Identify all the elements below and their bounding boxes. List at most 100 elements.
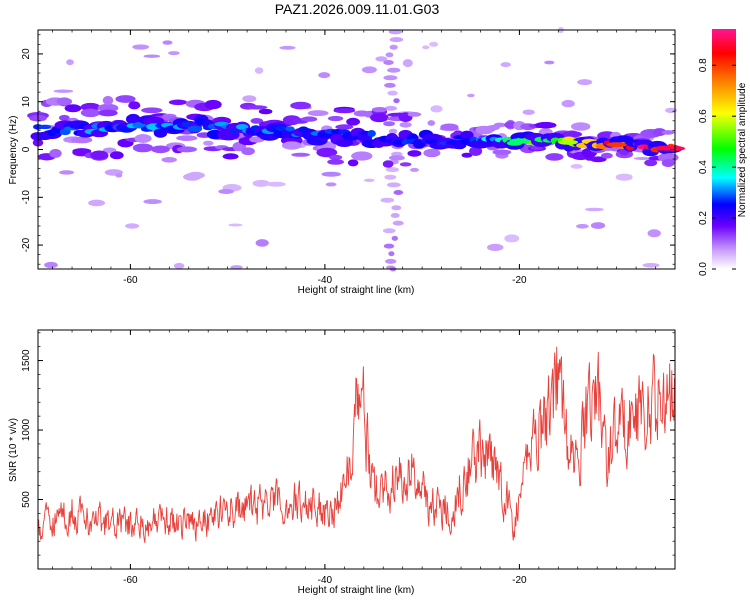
- spectrogram-ridge-core: [186, 125, 203, 132]
- figure-title: PAZ1.2026.009.11.01.G03: [275, 1, 440, 17]
- spectrogram-streak: [385, 258, 397, 264]
- spectrogram-halo: [204, 99, 222, 110]
- spectrogram-speckle: [255, 239, 269, 247]
- spectrogram-streak: [380, 197, 395, 203]
- spectrogram-halo: [132, 143, 154, 153]
- spectrogram-halo: [347, 159, 359, 167]
- snr-x-ticks: -60 -40 -20: [52, 330, 676, 586]
- spectrogram-halo: [90, 150, 109, 160]
- spectrogram-x-ticks: -60 -40 -20: [52, 30, 676, 286]
- y-tick-label: 500: [21, 491, 32, 508]
- y-tick-label: 0: [21, 146, 32, 152]
- spectrogram-halo: [440, 123, 459, 131]
- spectrogram-halo: [327, 115, 344, 122]
- spectrogram-speckle: [266, 181, 286, 187]
- spectrogram-speckle: [230, 265, 243, 270]
- spectrogram-speckle: [183, 173, 202, 181]
- spectrogram-ridge-core: [38, 124, 52, 130]
- spectrogram-speckle: [66, 59, 74, 66]
- y-tick-label: 10: [21, 96, 32, 108]
- spectrogram-speckle: [115, 173, 123, 178]
- spectrogram-speckle: [500, 62, 511, 68]
- spectrogram-streak: [388, 128, 398, 134]
- y-tick-label: 1500: [21, 349, 32, 372]
- spectrogram-halo: [316, 147, 338, 158]
- spectrogram-speckle: [577, 79, 593, 86]
- spectrogram-halo: [151, 145, 170, 154]
- colorbar-tick-label: 0.6: [698, 109, 709, 123]
- spectrogram-streak: [389, 37, 404, 43]
- x-tick-label: -20: [512, 575, 527, 586]
- spectrogram-halo: [128, 101, 141, 110]
- spectrogram-halo: [115, 95, 136, 103]
- colorbar-gradient: [712, 29, 736, 269]
- spectrogram-halo: [301, 116, 318, 122]
- spectrogram-speckle: [561, 99, 575, 108]
- spectrogram-halo: [80, 102, 101, 112]
- spectrogram-halo: [407, 150, 422, 157]
- spectrogram-speckle: [162, 40, 173, 45]
- spectrogram-halo: [246, 105, 268, 110]
- snr-line: [37, 346, 675, 543]
- spectrogram-speckle: [203, 140, 214, 146]
- spectrogram-speckle: [132, 44, 150, 50]
- spectrogram-streak: [384, 105, 397, 111]
- spectrogram-halo: [64, 104, 82, 113]
- spectrogram-halo: [388, 155, 405, 161]
- spectrogram-halo: [661, 159, 675, 167]
- spectrogram-halo: [351, 151, 373, 161]
- snr-y-ticks: 500 1000 1500: [21, 332, 675, 570]
- spectrogram-speckle: [522, 109, 535, 115]
- spectrogram-streak: [387, 67, 401, 73]
- x-tick-label: -60: [123, 575, 138, 586]
- spectrogram-streak: [390, 213, 400, 218]
- spectrogram-halo: [370, 113, 389, 123]
- y-tick-label: -10: [21, 190, 32, 205]
- spectrogram-halo: [56, 97, 73, 106]
- spectrogram-halo: [333, 108, 356, 114]
- snr-y-label: SNR (10 * v/v): [8, 418, 19, 482]
- spectrogram-speckle: [161, 157, 177, 163]
- spectrogram-speckle: [429, 41, 439, 47]
- spectrogram-x-label: Height of straight line (km): [298, 285, 415, 296]
- spectrogram-speckle: [576, 224, 589, 229]
- spectrogram-halo: [382, 160, 394, 168]
- spectrogram-halo: [423, 148, 441, 158]
- spectrogram-halo: [98, 109, 118, 117]
- spectrogram-halo: [545, 153, 564, 161]
- spectrogram-halo: [134, 134, 152, 143]
- y-tick-label: 1000: [21, 418, 32, 441]
- spectrogram-halo: [534, 121, 557, 129]
- spectrogram-streak: [389, 44, 398, 50]
- spectrogram-speckle: [570, 164, 583, 169]
- spectrogram-speckle: [361, 66, 377, 74]
- spectrogram-halo: [168, 99, 188, 106]
- spectrogram-speckle: [487, 243, 504, 251]
- spectrogram-ridge-core: [285, 126, 295, 132]
- spectrogram-speckle: [467, 93, 475, 98]
- spectrogram-speckle: [642, 263, 660, 268]
- spectrogram-halo: [176, 135, 198, 142]
- spectrogram-peak: [606, 142, 627, 148]
- spectrogram-halo: [176, 146, 197, 153]
- spectrogram-streak: [383, 75, 398, 81]
- spectrogram-speckle: [125, 223, 140, 229]
- spectrogram-halo: [492, 149, 512, 155]
- spectrogram-ridge-core: [236, 124, 249, 130]
- spectrogram-speckle: [665, 107, 677, 114]
- spectrogram-speckle: [242, 95, 257, 103]
- colorbar-tick-label: 0.4: [698, 160, 709, 174]
- spectrogram-speckle: [430, 105, 443, 113]
- spectrogram-halo: [71, 136, 93, 144]
- spectrogram-halo: [371, 107, 387, 113]
- spectrogram-halo: [58, 114, 70, 121]
- spectrogram-ridge-outer: [335, 139, 354, 147]
- spectrogram-streak: [385, 167, 399, 173]
- spectrogram-speckle: [633, 157, 652, 160]
- spectrogram-halo: [652, 128, 667, 137]
- spectrogram-speckle: [143, 54, 161, 58]
- colorbar-tick-label: 0.2: [698, 211, 709, 225]
- spectrogram-streak: [383, 60, 394, 65]
- spectrogram-streak: [391, 205, 402, 211]
- spectrogram-speckle: [44, 261, 58, 269]
